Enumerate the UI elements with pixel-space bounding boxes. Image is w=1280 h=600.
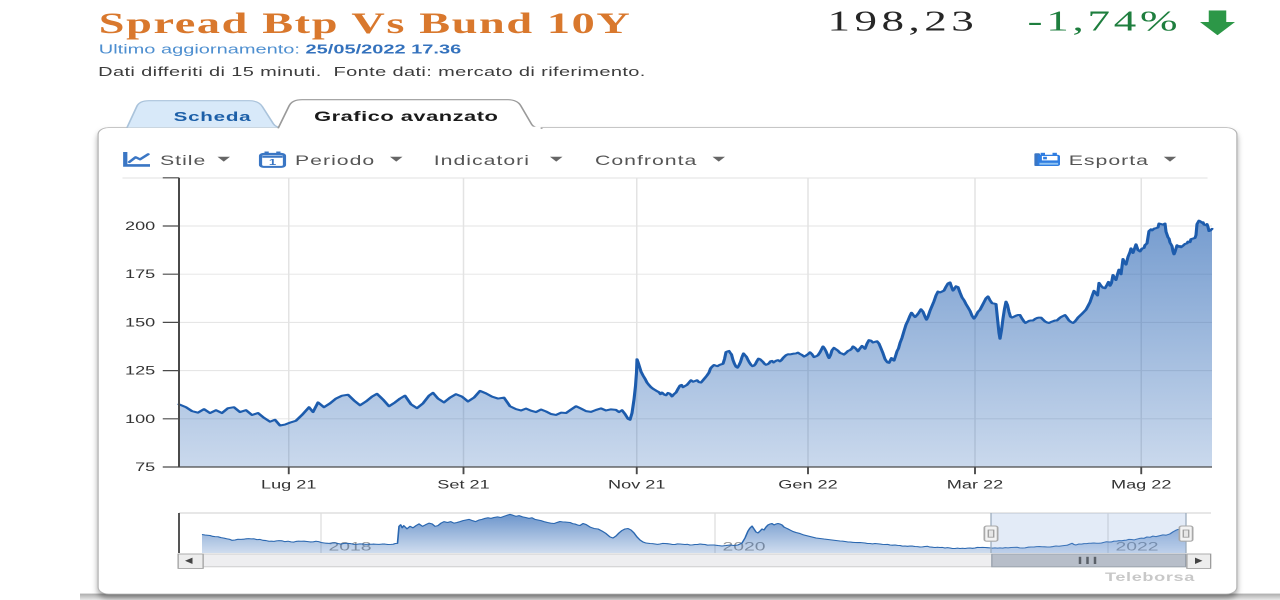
svg-text:75: 75 xyxy=(135,461,155,474)
svg-text:Lug 21: Lug 21 xyxy=(261,479,316,492)
svg-text:Scheda: Scheda xyxy=(174,109,252,124)
svg-text:Gen 22: Gen 22 xyxy=(778,479,837,492)
svg-text:175: 175 xyxy=(125,268,155,281)
svg-text:Grafico avanzato: Grafico avanzato xyxy=(314,108,498,124)
svg-text:125: 125 xyxy=(125,365,155,378)
svg-text:150: 150 xyxy=(125,316,155,329)
svg-text:100: 100 xyxy=(125,413,155,426)
svg-text:Mar 22: Mar 22 xyxy=(947,479,1003,492)
svg-text:Set 21: Set 21 xyxy=(437,479,489,492)
svg-text:200: 200 xyxy=(125,220,155,233)
svg-text:1: 1 xyxy=(269,158,276,167)
svg-text:Mag 22: Mag 22 xyxy=(1111,479,1171,492)
svg-text:Nov 21: Nov 21 xyxy=(608,479,665,492)
